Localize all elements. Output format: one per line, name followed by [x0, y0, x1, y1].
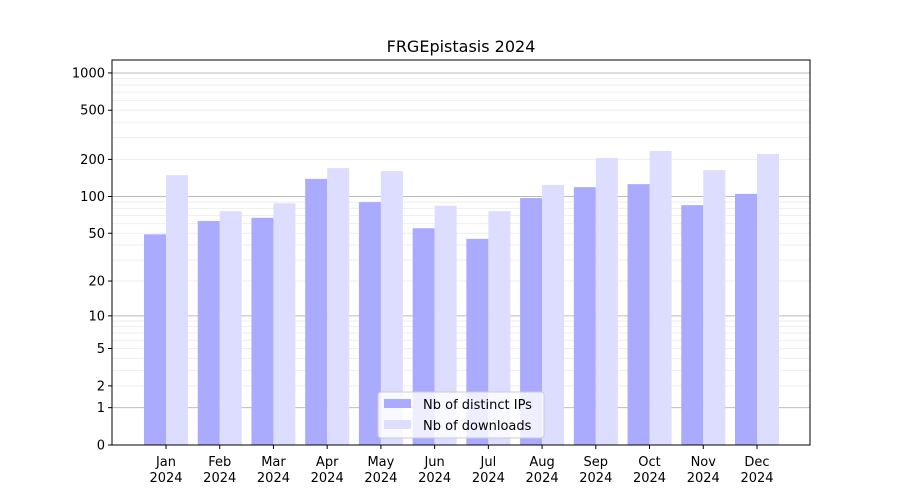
x-tick-label: Aug 2024	[526, 455, 559, 486]
bar-distinct-ips	[305, 178, 328, 445]
bar-distinct-ips	[358, 202, 381, 445]
bar-downloads	[434, 205, 457, 445]
y-tick-label: 20	[88, 275, 105, 290]
x-tick-label: Feb 2024	[203, 455, 236, 486]
bar-downloads	[542, 184, 565, 445]
bar-downloads	[757, 154, 779, 445]
x-tick-label: Sep 2024	[579, 455, 612, 486]
bar-downloads	[595, 158, 618, 446]
legend-box	[377, 391, 545, 439]
bar-distinct-ips	[520, 198, 543, 445]
legend-swatch	[384, 420, 411, 429]
x-tick-label: Jun 2024	[418, 455, 451, 486]
bar-downloads	[380, 171, 403, 445]
legend-label: Nb of downloads	[423, 419, 532, 434]
legend-label: Nb of distinct IPs	[423, 398, 532, 413]
y-tick-label: 500	[80, 104, 105, 119]
legend: Nb of distinct IPs Nb of downloads	[377, 391, 545, 439]
bar-distinct-ips	[251, 217, 274, 445]
bar-downloads	[327, 168, 350, 446]
y-tick-label: 10	[88, 309, 105, 324]
y-tick-label: 5	[97, 342, 105, 357]
bar-downloads	[488, 211, 511, 445]
bar-distinct-ips	[197, 221, 220, 445]
y-tick-label: 100	[80, 190, 105, 205]
y-tick-label: 2	[97, 379, 105, 394]
bar-downloads	[703, 170, 726, 446]
legend-swatch	[384, 399, 411, 408]
bar-distinct-ips	[412, 228, 435, 445]
bar-distinct-ips	[735, 193, 757, 445]
x-tick-label: Jul 2024	[472, 455, 505, 486]
x-tick-label: Jan 2024	[149, 455, 182, 486]
x-tick-label: Dec 2024	[740, 455, 773, 486]
bar-distinct-ips	[627, 184, 650, 445]
y-tick-label: 1000	[72, 66, 105, 81]
y-tick-label: 200	[80, 153, 105, 168]
bar-distinct-ips	[573, 187, 596, 445]
bar-downloads	[219, 211, 242, 445]
bar-downloads	[273, 203, 296, 445]
bar-distinct-ips	[144, 234, 166, 445]
y-tick-label: 50	[88, 227, 105, 242]
x-tick-label: May 2024	[364, 455, 397, 486]
bar-distinct-ips	[681, 205, 704, 445]
x-tick-label: Apr 2024	[311, 455, 344, 486]
y-tick-label: 0	[97, 439, 105, 454]
x-tick-label: Oct 2024	[633, 455, 666, 486]
bar-downloads	[649, 150, 672, 445]
bar-downloads	[166, 175, 188, 446]
plot-frame	[111, 59, 811, 446]
y-tick-label: 1	[97, 401, 105, 416]
x-tick-label: Nov 2024	[687, 455, 720, 486]
chart-title: FRGEpistasis 2024	[387, 37, 536, 56]
x-tick-label: Mar 2024	[257, 455, 290, 486]
